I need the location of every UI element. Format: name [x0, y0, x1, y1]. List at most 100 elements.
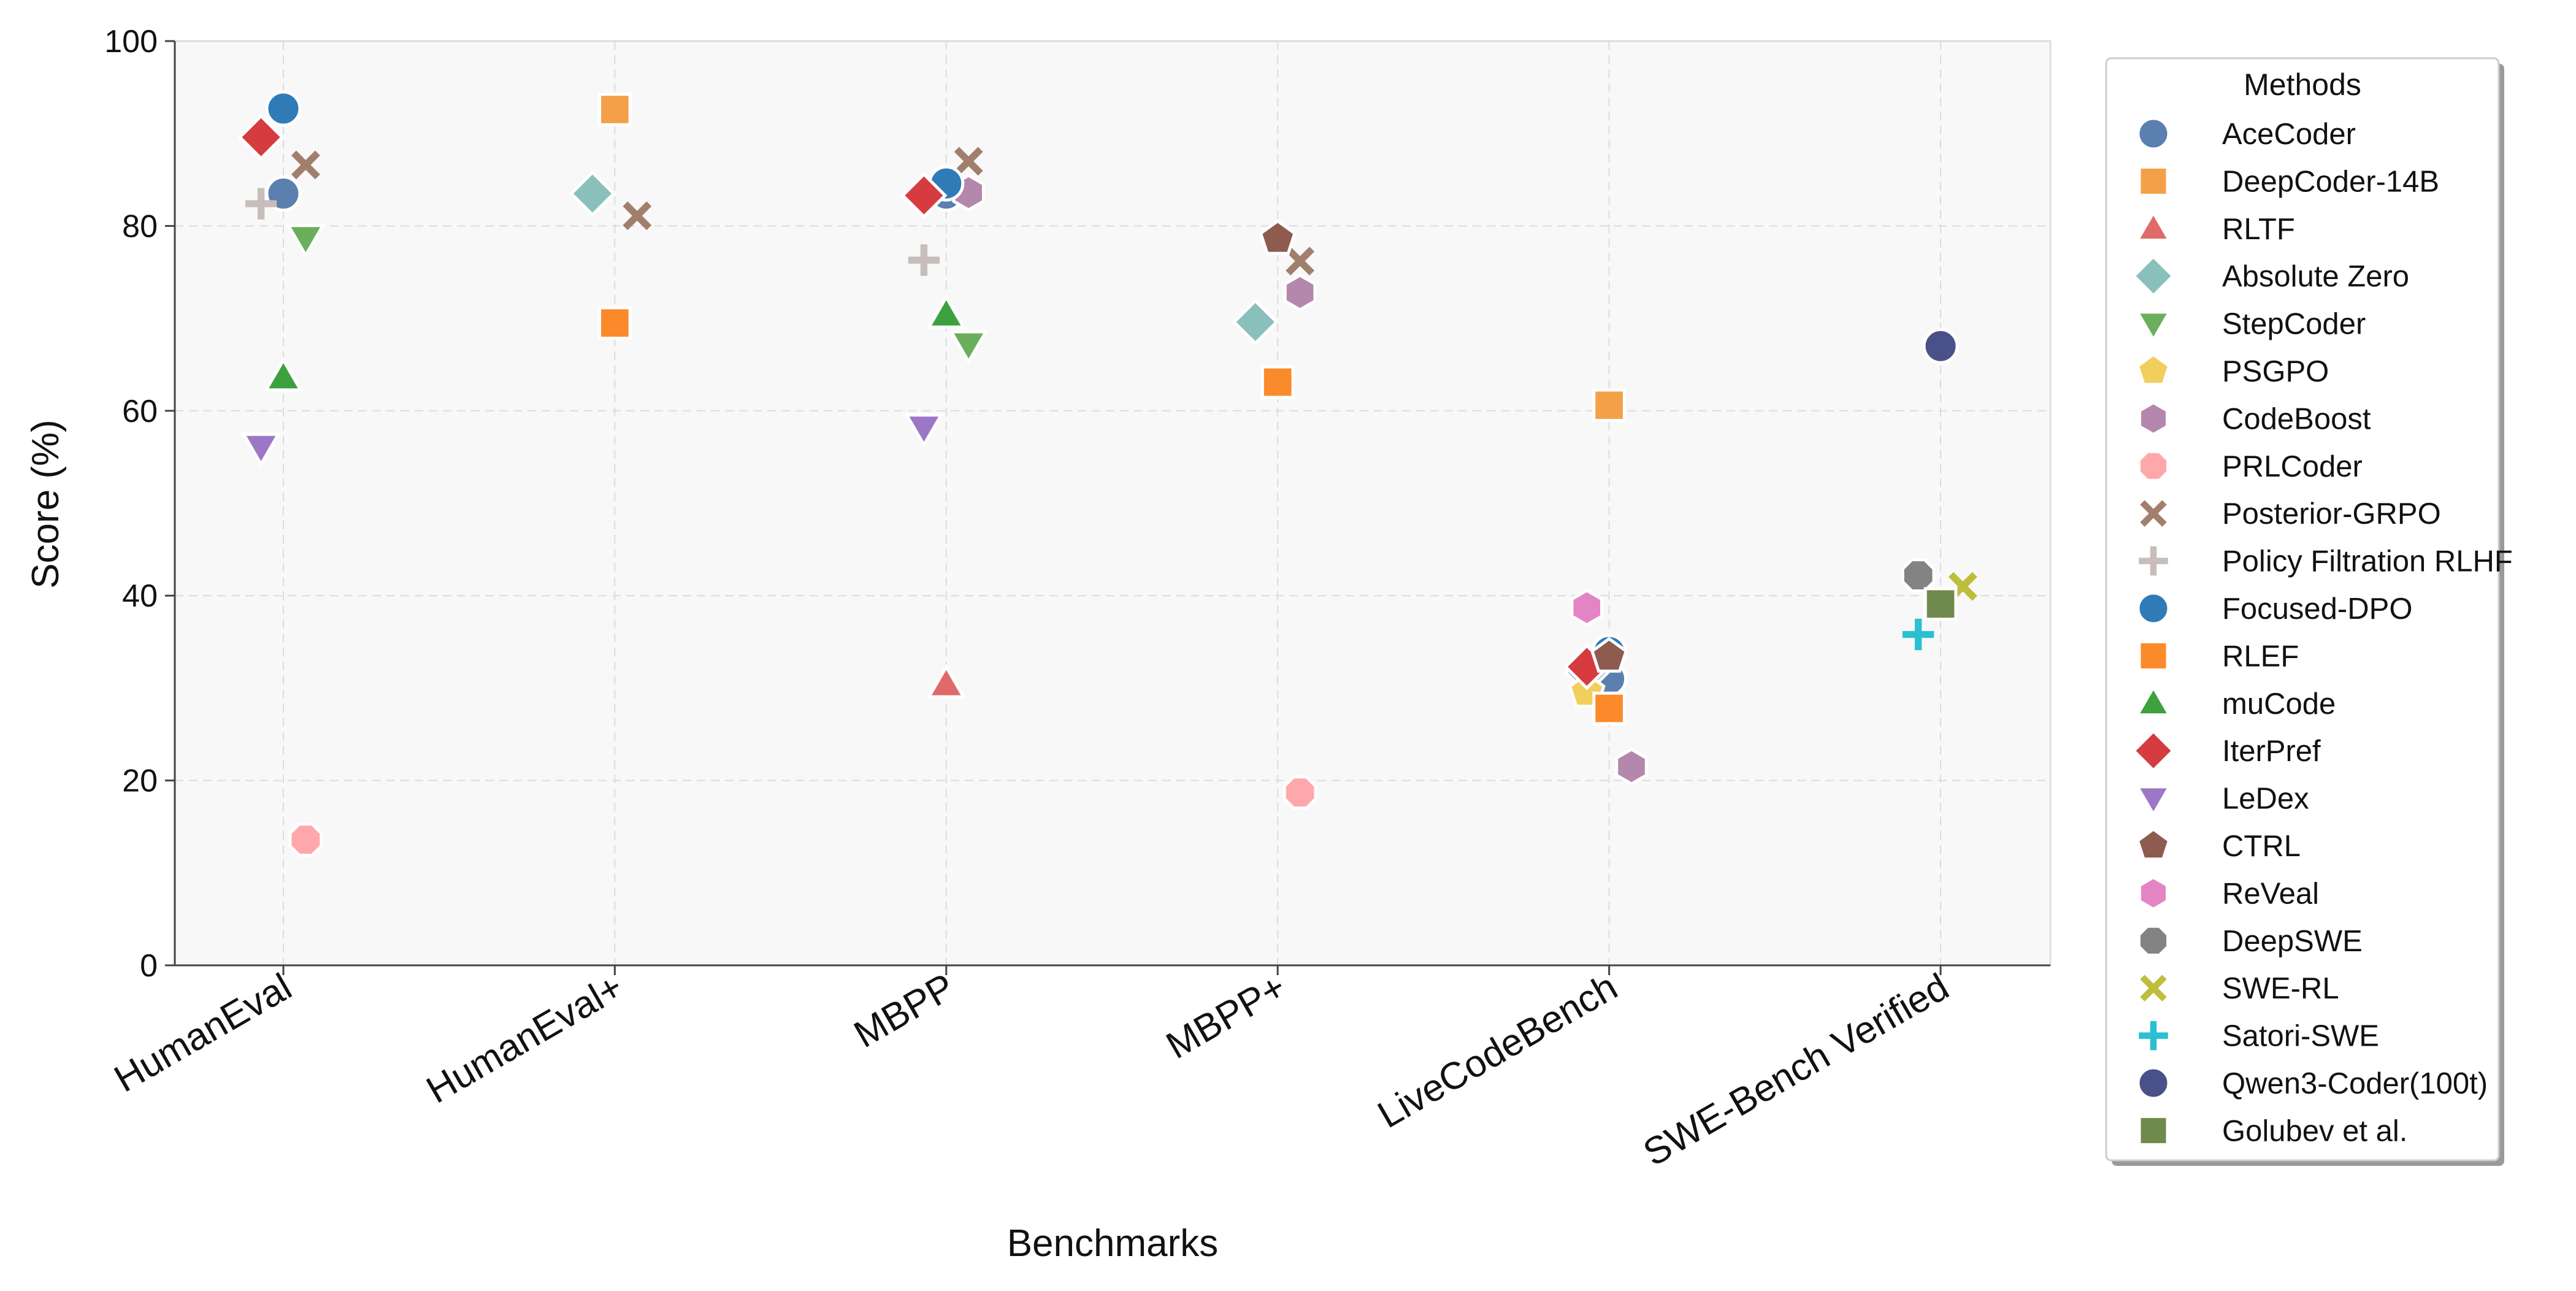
data-point-rltf-mbpp — [926, 664, 967, 699]
data-point-rlef-mbpp — [1260, 365, 1295, 399]
y-tick-label: 80 — [122, 209, 158, 244]
legend-marker-deepswe — [2137, 924, 2170, 957]
legend-marker-golubev-et-al — [2137, 1114, 2169, 1146]
legend-marker-mucode — [2134, 684, 2172, 717]
y-tick-label: 60 — [122, 394, 158, 429]
legend-label-qwen3-coder-100t: Qwen3-Coder(100t) — [2222, 1067, 2488, 1100]
data-point-ledex-mbpp — [903, 413, 944, 448]
data-point-golubev-et-al-swe-bench-verified — [1923, 587, 1958, 621]
legend-label-codeboost: CodeBoost — [2222, 402, 2371, 435]
y-tick-label: 0 — [140, 948, 158, 984]
legend-label-mucode: muCode — [2222, 688, 2336, 721]
x-axis-label: Benchmarks — [1007, 1222, 1219, 1265]
data-point-iterpref-humaneval — [237, 113, 285, 161]
legend-marker-codeboost — [2138, 400, 2169, 437]
legend-marker-psgpo — [2136, 352, 2171, 386]
legend-label-prlcoder: PRLCoder — [2222, 450, 2363, 483]
grid — [175, 41, 2050, 965]
data-point-qwen3-coder-100t-swe-bench-verified — [1922, 328, 1959, 364]
data-point-posterior-grpo-humaneval — [623, 201, 652, 231]
data-point-posterior-grpo-humaneval — [291, 150, 320, 180]
data-point-deepcoder-14b-livecodebench — [1592, 388, 1626, 423]
legend-label-golubev-et-al: Golubev et al. — [2222, 1114, 2407, 1147]
legend-label-ctrl: CTRL — [2222, 830, 2301, 863]
data-point-absolute-zero-humaneval — [569, 170, 616, 217]
legend-marker-ledex — [2134, 785, 2172, 818]
y-tick-label: 100 — [104, 24, 158, 59]
data-point-policy-filtration-rlhf-mbpp — [908, 244, 940, 276]
legend: Methods AceCoder DeepCoder-14B RLTF Absolut… — [2105, 57, 2513, 1166]
legend-items: AceCoder DeepCoder-14B RLTF Absolute Zero St… — [2131, 117, 2513, 1147]
y-axis-label: Score (%) — [25, 419, 67, 589]
data-point-codeboost-livecodebench — [1615, 748, 1648, 786]
legend-label-focused-dpo: Focused-DPO — [2222, 592, 2412, 626]
legend-label-deepswe: DeepSWE — [2222, 925, 2363, 958]
legend-marker-rlef — [2137, 640, 2169, 672]
legend-marker-satori-swe — [2139, 1021, 2168, 1051]
legend-marker-prlcoder — [2137, 450, 2170, 482]
legend-marker-swe-rl — [2140, 975, 2167, 1002]
y-tick-label: 20 — [122, 764, 158, 799]
legend-marker-iterpref — [2131, 729, 2175, 773]
data-point-deepcoder-14b-humaneval — [598, 93, 632, 126]
data-point-mucode-humaneval — [263, 357, 304, 392]
data-point-posterior-grpo-mbpp — [954, 147, 983, 176]
legend-marker-ctrl — [2136, 827, 2171, 861]
data-point-stepcoder-humaneval — [285, 224, 326, 259]
legend-label-reveal: ReVeal — [2222, 877, 2319, 910]
data-point-ctrl-mbpp — [1259, 219, 1297, 255]
data-point-iterpref-mbpp — [900, 172, 948, 219]
data-point-codeboost-mbpp — [1283, 273, 1317, 312]
legend-label-satori-swe: Satori-SWE — [2222, 1020, 2379, 1053]
legend-marker-acecoder — [2136, 117, 2171, 151]
data-point-ledex-humaneval — [241, 432, 282, 467]
data-point-ctrl-livecodebench — [1590, 637, 1628, 673]
plot-background — [174, 40, 2052, 967]
legend-label-rltf: RLTF — [2222, 213, 2295, 246]
data-point-rlef-humaneval — [598, 306, 632, 340]
data-point-posterior-grpo-mbpp — [1286, 247, 1315, 276]
legend-marker-absolute-zero — [2131, 254, 2175, 298]
legend-marker-posterior-grpo — [2140, 500, 2167, 527]
data-point-satori-swe-swe-bench-verified — [1902, 618, 1934, 651]
legend-label-rlef: RLEF — [2222, 640, 2299, 673]
legend-label-swe-rl: SWE-RL — [2222, 972, 2339, 1005]
legend-label-ledex: LeDex — [2222, 783, 2309, 816]
data-point-mucode-mbpp — [926, 294, 967, 329]
legend-label-iterpref: IterPref — [2222, 735, 2321, 768]
legend-label-stepcoder: StepCoder — [2222, 308, 2366, 341]
legend-label-acecoder: AceCoder — [2222, 118, 2356, 151]
legend-label-posterior-grpo: Posterior-GRPO — [2222, 497, 2441, 531]
data-point-reveal-livecodebench — [1570, 588, 1603, 627]
x-tick-label: MBPP — [847, 965, 962, 1056]
legend-marker-qwen3-coder-100t — [2136, 1066, 2171, 1100]
data-point-absolute-zero-mbpp — [1232, 299, 1279, 346]
x-tick-label: HumanEval — [107, 965, 299, 1100]
x-tick-label: SWE-Bench Verified — [1636, 965, 1956, 1174]
data-point-focused-dpo-humaneval — [265, 90, 302, 127]
legend-marker-focused-dpo — [2136, 591, 2171, 626]
x-tick-label: LiveCodeBench — [1371, 965, 1625, 1136]
data-point-prlcoder-humaneval — [288, 822, 323, 857]
data-point-prlcoder-mbpp — [1282, 775, 1317, 810]
legend-label-deepcoder-14b: DeepCoder-14B — [2222, 165, 2439, 198]
data-point-rlef-livecodebench — [1592, 691, 1626, 726]
legend-label-policy-filtration-rlhf: Policy Filtration RLHF — [2222, 545, 2513, 578]
legend-marker-stepcoder — [2134, 310, 2172, 343]
legend-marker-policy-filtration-rlhf — [2139, 546, 2168, 576]
legend-title: Methods — [2244, 67, 2361, 102]
data-point-stepcoder-mbpp — [948, 330, 989, 365]
legend-label-psgpo: PSGPO — [2222, 355, 2329, 388]
x-tick-label: MBPP+ — [1159, 965, 1293, 1067]
data-point-policy-filtration-rlhf-humaneval — [245, 188, 277, 220]
data-marks — [237, 90, 1977, 857]
legend-marker-reveal — [2138, 875, 2169, 911]
x-tick-label: HumanEval+ — [420, 965, 630, 1111]
legend-label-absolute-zero: Absolute Zero — [2222, 260, 2409, 293]
data-point-deepswe-swe-bench-verified — [1901, 558, 1936, 592]
legend-marker-deepcoder-14b — [2137, 165, 2169, 197]
legend-frame — [2105, 57, 2500, 1162]
legend-marker-rltf — [2134, 209, 2172, 242]
